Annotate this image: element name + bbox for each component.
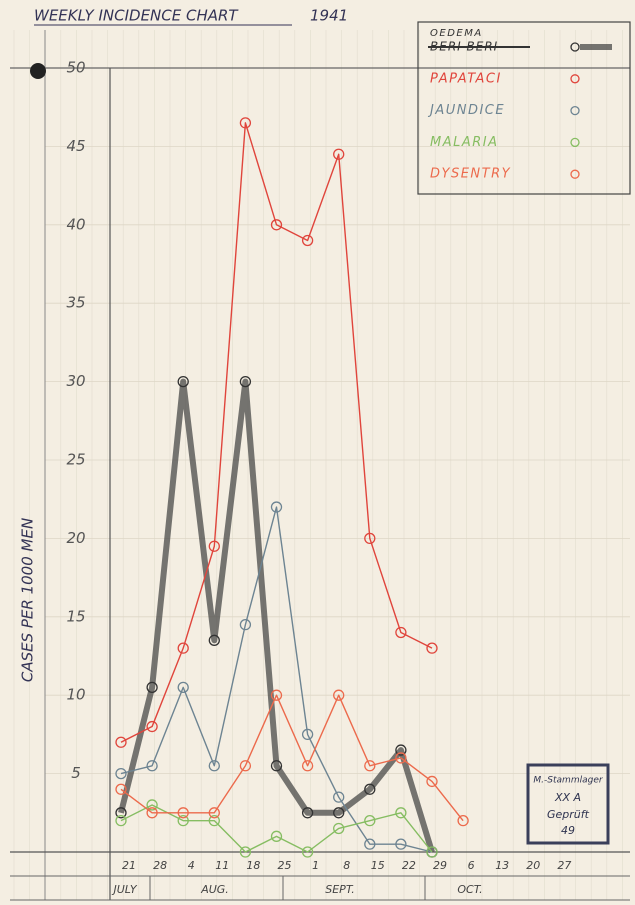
x-tick-label: 11 <box>215 859 229 872</box>
x-tick-label: 20 <box>526 859 540 872</box>
x-tick-label: 27 <box>557 859 571 872</box>
punch-dot <box>30 63 46 79</box>
y-tick-label: 45 <box>66 137 85 155</box>
legend-label: PAPATACI <box>430 71 502 86</box>
stamp-text: M.-Stammlager <box>533 776 603 786</box>
y-tick-label: 30 <box>66 372 85 390</box>
stamp-text: XX A <box>554 791 581 804</box>
legend-label: OEDEMA <box>430 28 483 39</box>
y-tick-label: 15 <box>66 607 85 625</box>
y-tick-label: 40 <box>66 215 85 233</box>
legend-label: DYSENTRY <box>430 167 511 182</box>
x-tick-label: 1 <box>312 859 319 872</box>
x-tick-label: 6 <box>468 859 475 872</box>
x-tick-label: 25 <box>278 859 292 872</box>
chart: WEEKLY INCIDENCE CHART 1941 CASES PER 10… <box>0 0 635 905</box>
y-tick-label: 50 <box>66 59 85 77</box>
chart-title: WEEKLY INCIDENCE CHART <box>34 7 239 25</box>
x-tick-label: 8 <box>343 859 350 872</box>
y-tick-label: 35 <box>66 294 85 312</box>
year: 1941 <box>310 7 348 25</box>
stamp-text: 49 <box>561 824 575 837</box>
legend-label: JAUNDICE <box>427 103 505 118</box>
x-tick-label: 28 <box>153 859 167 872</box>
month-label: SEPT. <box>325 883 354 896</box>
x-tick-label: 15 <box>371 859 385 872</box>
y-axis-label: CASES PER 1000 MEN <box>19 518 37 682</box>
x-tick-label: 29 <box>433 859 447 872</box>
stamp-text: Geprüft <box>547 808 590 821</box>
y-tick-label: 5 <box>71 764 81 782</box>
x-tick-label: 21 <box>122 859 136 872</box>
paper <box>0 0 635 905</box>
y-tick-label: 20 <box>66 529 85 547</box>
month-label: AUG. <box>200 883 229 896</box>
y-tick-label: 10 <box>66 686 85 704</box>
legend-label: MALARIA <box>430 135 499 150</box>
x-tick-label: 18 <box>246 859 260 872</box>
month-label: JULY <box>111 883 137 896</box>
month-label: OCT. <box>457 883 482 896</box>
x-tick-label: 4 <box>188 859 195 872</box>
x-tick-label: 13 <box>495 859 509 872</box>
x-tick-label: 22 <box>402 859 416 872</box>
y-tick-label: 25 <box>66 451 85 469</box>
